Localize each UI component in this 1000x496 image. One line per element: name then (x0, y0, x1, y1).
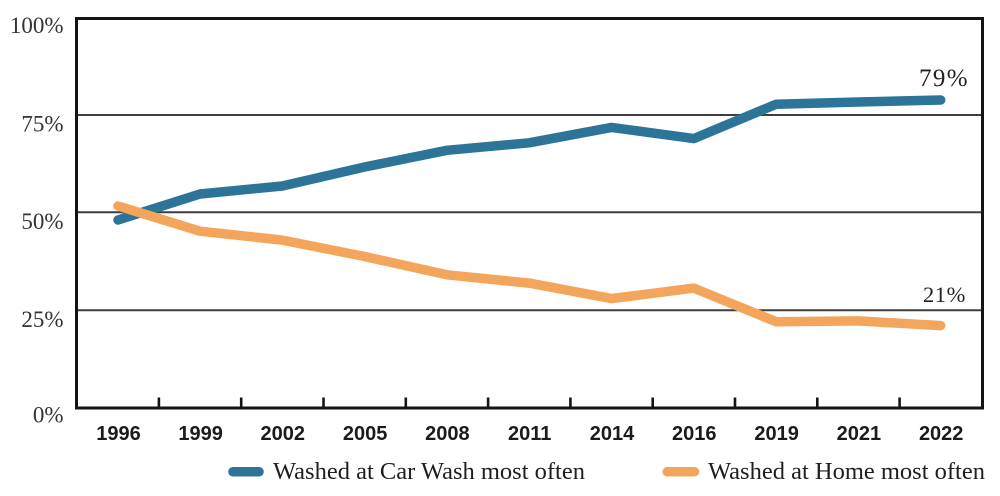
svg-text:2019: 2019 (754, 423, 799, 445)
svg-text:Washed at Car Wash most often: Washed at Car Wash most often (273, 458, 585, 485)
svg-text:21%: 21% (923, 282, 966, 307)
svg-text:Washed at Home most often: Washed at Home most often (708, 458, 985, 485)
svg-text:2005: 2005 (343, 423, 388, 445)
svg-text:2021: 2021 (837, 423, 882, 445)
svg-text:2008: 2008 (425, 423, 470, 445)
svg-text:2022: 2022 (919, 423, 964, 445)
svg-text:75%: 75% (21, 112, 63, 137)
svg-text:2011: 2011 (508, 423, 551, 445)
svg-text:2002: 2002 (261, 423, 306, 445)
svg-text:2016: 2016 (672, 423, 717, 445)
svg-text:100%: 100% (10, 13, 64, 38)
svg-text:2014: 2014 (590, 423, 635, 445)
svg-text:1996: 1996 (96, 423, 141, 445)
svg-text:79%: 79% (919, 65, 969, 92)
svg-text:1999: 1999 (178, 423, 223, 445)
svg-text:50%: 50% (21, 209, 63, 234)
svg-text:0%: 0% (33, 403, 64, 428)
svg-text:25%: 25% (21, 307, 63, 332)
